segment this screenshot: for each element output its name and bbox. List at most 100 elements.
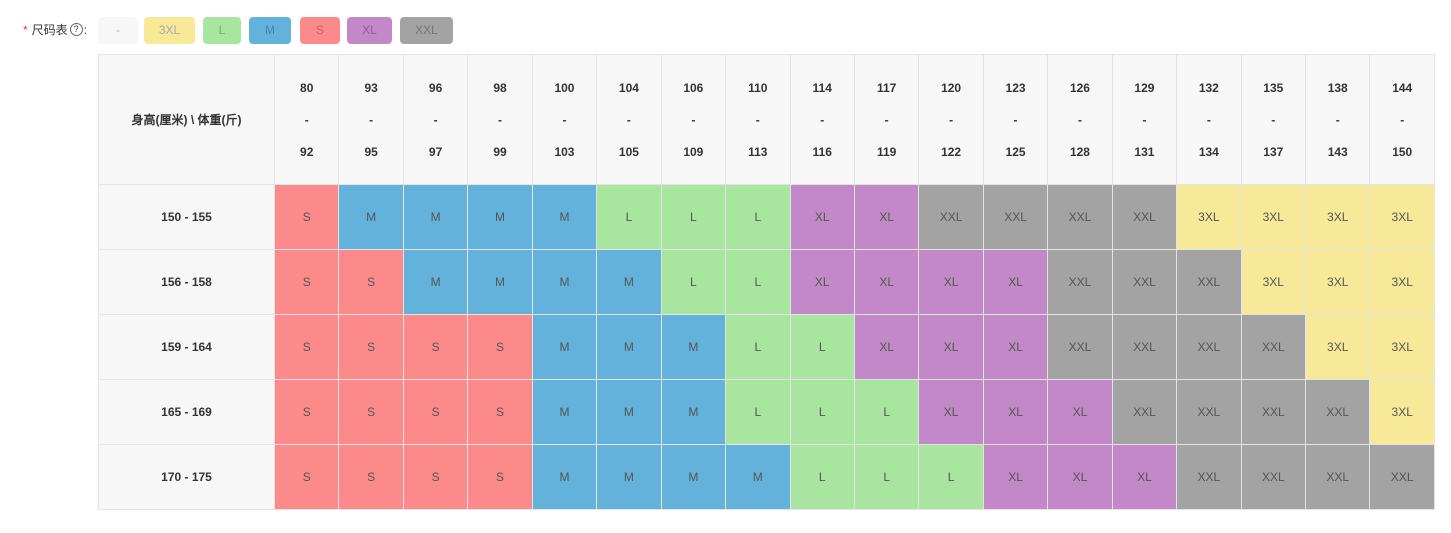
- size-cell[interactable]: XL: [918, 314, 984, 380]
- size-cell[interactable]: M: [596, 314, 662, 380]
- size-cell[interactable]: 3XL: [1369, 184, 1435, 250]
- size-cell[interactable]: XL: [853, 314, 920, 380]
- size-cell[interactable]: L: [853, 379, 920, 445]
- size-cell[interactable]: XXL: [1047, 314, 1113, 380]
- size-cell[interactable]: S: [273, 249, 340, 315]
- size-cell[interactable]: S: [467, 379, 533, 445]
- size-cell[interactable]: XXL: [1047, 184, 1113, 250]
- size-option-m[interactable]: M: [249, 17, 291, 44]
- size-cell[interactable]: S: [273, 379, 340, 445]
- size-cell[interactable]: S: [273, 444, 340, 510]
- size-cell[interactable]: M: [660, 444, 727, 510]
- size-cell[interactable]: 3XL: [1240, 184, 1307, 250]
- size-cell[interactable]: XXL: [1304, 444, 1371, 510]
- size-cell[interactable]: XXL: [918, 184, 984, 250]
- size-cell[interactable]: S: [273, 184, 340, 250]
- size-cell[interactable]: 3XL: [1176, 184, 1242, 250]
- size-cell[interactable]: XL: [1047, 444, 1113, 510]
- size-cell[interactable]: XL: [853, 249, 920, 315]
- size-cell[interactable]: XL: [982, 249, 1049, 315]
- size-cell[interactable]: M: [531, 314, 598, 380]
- size-cell[interactable]: 3XL: [1369, 314, 1435, 380]
- size-cell[interactable]: XL: [982, 379, 1049, 445]
- weight-to: 92: [300, 144, 314, 159]
- size-cell[interactable]: XXL: [1176, 249, 1242, 315]
- size-option-s[interactable]: S: [300, 17, 340, 44]
- size-cell[interactable]: L: [725, 249, 791, 315]
- size-cell[interactable]: L: [725, 314, 791, 380]
- size-cell[interactable]: L: [789, 444, 855, 510]
- size-cell[interactable]: XXL: [1240, 314, 1307, 380]
- size-cell[interactable]: 3XL: [1240, 249, 1307, 315]
- size-cell[interactable]: L: [789, 379, 855, 445]
- size-cell[interactable]: M: [531, 249, 598, 315]
- size-cell[interactable]: M: [660, 379, 727, 445]
- size-cell[interactable]: S: [467, 444, 533, 510]
- size-cell[interactable]: XL: [789, 249, 855, 315]
- size-cell[interactable]: XXL: [1240, 379, 1307, 445]
- size-cell[interactable]: S: [338, 379, 404, 445]
- height-range-cell: 150 - 155: [98, 184, 275, 250]
- size-cell[interactable]: L: [789, 314, 855, 380]
- size-option-none[interactable]: -: [98, 17, 138, 44]
- size-cell[interactable]: 3XL: [1369, 249, 1435, 315]
- size-cell[interactable]: XXL: [1111, 249, 1178, 315]
- size-cell[interactable]: S: [338, 249, 404, 315]
- size-cell[interactable]: M: [467, 184, 533, 250]
- size-cell[interactable]: L: [725, 379, 791, 445]
- size-option-xxl[interactable]: XXL: [400, 17, 453, 44]
- size-option-l[interactable]: L: [203, 17, 241, 44]
- size-cell[interactable]: XL: [1111, 444, 1178, 510]
- size-cell[interactable]: L: [725, 184, 791, 250]
- help-icon[interactable]: ?: [69, 23, 83, 37]
- size-cell[interactable]: S: [402, 444, 469, 510]
- size-option-3xl[interactable]: 3XL: [144, 17, 195, 44]
- size-cell[interactable]: XXL: [1176, 314, 1242, 380]
- size-cell[interactable]: XXL: [1111, 379, 1178, 445]
- size-cell[interactable]: XL: [982, 444, 1049, 510]
- size-cell[interactable]: 3XL: [1304, 249, 1371, 315]
- size-cell[interactable]: M: [338, 184, 404, 250]
- size-cell[interactable]: XXL: [1240, 444, 1307, 510]
- size-cell[interactable]: XXL: [982, 184, 1049, 250]
- size-cell[interactable]: M: [531, 444, 598, 510]
- size-cell[interactable]: XL: [789, 184, 855, 250]
- size-cell[interactable]: S: [402, 379, 469, 445]
- size-cell[interactable]: 3XL: [1304, 184, 1371, 250]
- size-cell[interactable]: S: [467, 314, 533, 380]
- size-cell[interactable]: XXL: [1176, 444, 1242, 510]
- size-cell[interactable]: L: [660, 249, 727, 315]
- size-cell[interactable]: M: [596, 444, 662, 510]
- size-cell[interactable]: L: [853, 444, 920, 510]
- size-cell[interactable]: M: [531, 184, 598, 250]
- size-cell[interactable]: XXL: [1047, 249, 1113, 315]
- size-cell[interactable]: 3XL: [1369, 379, 1435, 445]
- size-option-xl[interactable]: XL: [347, 17, 392, 44]
- size-cell[interactable]: XXL: [1304, 379, 1371, 445]
- size-cell[interactable]: M: [402, 249, 469, 315]
- size-cell[interactable]: XL: [982, 314, 1049, 380]
- size-cell[interactable]: M: [725, 444, 791, 510]
- size-cell[interactable]: M: [596, 379, 662, 445]
- size-cell[interactable]: S: [338, 314, 404, 380]
- size-cell[interactable]: XXL: [1111, 184, 1178, 250]
- size-cell[interactable]: M: [531, 379, 598, 445]
- size-cell[interactable]: XXL: [1176, 379, 1242, 445]
- size-cell[interactable]: M: [596, 249, 662, 315]
- size-cell[interactable]: M: [402, 184, 469, 250]
- size-cell[interactable]: L: [596, 184, 662, 250]
- size-cell[interactable]: XL: [853, 184, 920, 250]
- size-cell[interactable]: S: [402, 314, 469, 380]
- size-cell[interactable]: S: [273, 314, 340, 380]
- size-cell[interactable]: 3XL: [1304, 314, 1371, 380]
- size-cell[interactable]: XXL: [1369, 444, 1435, 510]
- size-cell[interactable]: M: [467, 249, 533, 315]
- size-cell[interactable]: XL: [918, 379, 984, 445]
- size-cell[interactable]: S: [338, 444, 404, 510]
- size-cell[interactable]: XL: [918, 249, 984, 315]
- size-cell[interactable]: XXL: [1111, 314, 1178, 380]
- size-cell[interactable]: XL: [1047, 379, 1113, 445]
- size-cell[interactable]: L: [918, 444, 984, 510]
- size-cell[interactable]: M: [660, 314, 727, 380]
- size-cell[interactable]: L: [660, 184, 727, 250]
